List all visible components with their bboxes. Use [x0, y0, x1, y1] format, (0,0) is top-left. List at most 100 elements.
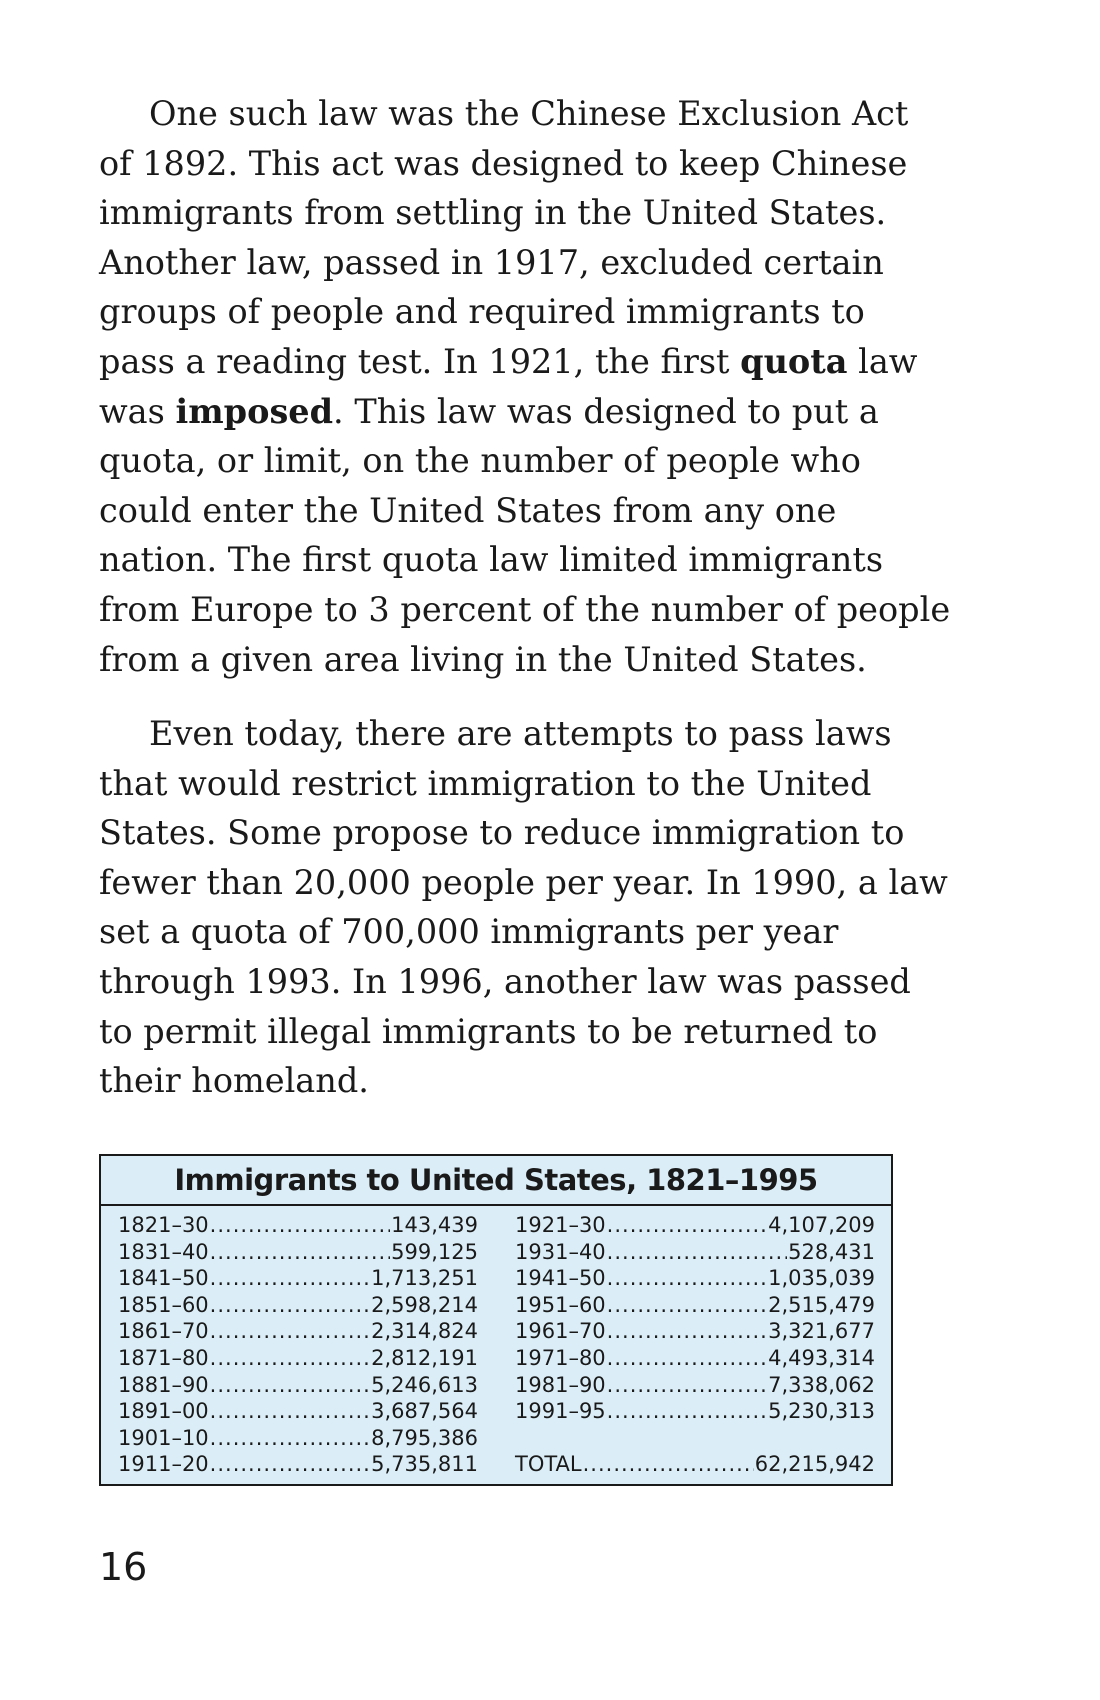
table-row: 1831–40 599,125: [118, 1239, 478, 1266]
table-title: Immigrants to United States, 1821–1995: [101, 1156, 891, 1206]
table-row: 1991–95 5,230,313: [515, 1398, 875, 1425]
row-value: 1,035,039: [768, 1266, 875, 1291]
table-row: 1961–70 3,321,677: [515, 1318, 875, 1345]
row-value: 5,230,313: [768, 1399, 875, 1424]
dot-leader: [210, 1212, 390, 1239]
table-row: 1881–90 5,246,613: [118, 1372, 478, 1399]
paragraph-1-text: One such law was the Chinese Exclusion A…: [99, 89, 951, 684]
text-segment: was: [99, 391, 176, 431]
table-body: 1821–30 143,439 1831–40 599,125 1841–50 1,7…: [101, 1206, 891, 1484]
text-line: nation. The first quota law limited immi…: [99, 540, 884, 580]
row-value: 8,795,386: [371, 1425, 478, 1450]
row-value: 2,515,479: [768, 1292, 875, 1317]
dot-leader: [210, 1239, 390, 1266]
dot-leader: [210, 1425, 370, 1452]
text-line: States. Some propose to reduce immigrati…: [99, 813, 905, 853]
row-value: 5,735,811: [371, 1452, 478, 1477]
row-period: 1921–30: [515, 1213, 606, 1237]
table-row: 1821–30 143,439: [118, 1212, 478, 1239]
table-row-empty: [515, 1425, 875, 1452]
text-line: groups of people and required immigrants…: [99, 292, 865, 332]
dot-leader: [607, 1345, 767, 1372]
table-row: 1941–50 1,035,039: [515, 1265, 875, 1292]
table-row: 1981–90 7,338,062: [515, 1372, 875, 1399]
dot-leader: [607, 1318, 767, 1345]
text-line: was imposed. This law was designed to pu…: [99, 387, 909, 437]
text-line: fewer than 20,000 people per year. In 19…: [99, 862, 948, 902]
row-value: 4,107,209: [768, 1213, 875, 1237]
table-row: 1971–80 4,493,314: [515, 1345, 875, 1372]
text-segment: pass a reading test. In 1921, the first: [99, 341, 741, 381]
table-row: 1851–60 2,598,214: [118, 1292, 478, 1319]
dot-leader: [607, 1265, 767, 1292]
text-line: Even today, there are attempts to pass l…: [149, 714, 892, 753]
row-value: 599,125: [391, 1239, 478, 1264]
dot-leader: [210, 1292, 370, 1319]
table-row: 1871–80 2,812,191: [118, 1345, 478, 1372]
row-value: 2,314,824: [371, 1319, 478, 1344]
row-period: 1951–60: [515, 1292, 606, 1317]
row-period: 1901–10: [118, 1425, 209, 1450]
row-value: 4,493,314: [768, 1345, 875, 1370]
row-value: 5,246,613: [371, 1372, 478, 1397]
total-label: TOTAL: [515, 1452, 582, 1477]
row-value: 3,321,677: [768, 1319, 875, 1344]
text-line: Another law, passed in 1917, excluded ce…: [99, 242, 884, 282]
text-line: from a given area living in the United S…: [99, 639, 867, 679]
dot-leader: [210, 1318, 370, 1345]
row-value: 143,439: [391, 1213, 478, 1237]
paragraph-2-text: Even today, there are attempts to pass l…: [99, 709, 948, 1106]
table-row: 1921–30 4,107,209: [515, 1212, 875, 1239]
dot-leader: [607, 1239, 787, 1266]
total-value: 62,215,942: [754, 1452, 875, 1477]
table-row: 1841–50 1,713,251: [118, 1265, 478, 1292]
row-period: 1881–90: [118, 1372, 209, 1397]
row-value: 2,598,214: [371, 1292, 478, 1317]
text-segment: law: [847, 341, 918, 381]
row-period: 1941–50: [515, 1266, 606, 1291]
row-period: 1991–95: [515, 1399, 606, 1424]
table-row: 1951–60 2,515,479: [515, 1292, 875, 1319]
text-line: to permit illegal immigrants to be retur…: [99, 1011, 878, 1051]
row-value: 1,713,251: [371, 1266, 478, 1291]
page-number: 16: [99, 1545, 148, 1589]
row-period: 1971–80: [515, 1345, 606, 1370]
table-row: 1901–10 8,795,386: [118, 1425, 478, 1452]
text-line: of 1892. This act was designed to keep C…: [99, 143, 908, 183]
row-period: 1891–00: [118, 1399, 209, 1424]
dot-leader: [607, 1212, 767, 1239]
table-row: 1911–20 5,735,811: [118, 1451, 478, 1478]
table-row: 1891–00 3,687,564: [118, 1398, 478, 1425]
row-value: 7,338,062: [768, 1372, 875, 1397]
row-value: 528,431: [788, 1239, 875, 1264]
dot-leader: [583, 1451, 754, 1478]
bold-term-quota: quota: [740, 341, 848, 381]
paragraph-2: Even today, there are attempts to pass l…: [99, 709, 948, 1106]
table-row-total: TOTAL 62,215,942: [515, 1451, 875, 1478]
table-row: 1931–40 528,431: [515, 1239, 875, 1266]
immigration-table: Immigrants to United States, 1821–1995 1…: [99, 1154, 893, 1486]
text-line: their homeland.: [99, 1061, 369, 1101]
table-column-right: 1921–304,107,209 1931–40528,431 1941–501…: [515, 1212, 875, 1478]
dot-leader: [210, 1451, 370, 1478]
row-period: 1911–20: [118, 1452, 209, 1477]
row-period: 1931–40: [515, 1239, 606, 1264]
text-line: through 1993. In 1996, another law was p…: [99, 961, 911, 1001]
dot-leader: [210, 1345, 370, 1372]
dot-leader: [607, 1372, 767, 1399]
text-line: pass a reading test. In 1921, the first …: [99, 337, 917, 387]
text-line: quota, or limit, on the number of people…: [99, 441, 861, 481]
dot-leader: [607, 1398, 767, 1425]
dot-leader: [607, 1292, 767, 1319]
row-period: 1861–70: [118, 1319, 209, 1344]
row-period: 1871–80: [118, 1345, 209, 1370]
text-segment: . This law was designed to put a: [333, 391, 879, 431]
row-value: 3,687,564: [371, 1399, 478, 1424]
text-line: from Europe to 3 percent of the number o…: [99, 589, 951, 629]
row-period: 1961–70: [515, 1319, 606, 1344]
text-line: set a quota of 700,000 immigrants per ye…: [99, 912, 839, 952]
row-value: 2,812,191: [371, 1345, 478, 1370]
table-row: 1861–70 2,314,824: [118, 1318, 478, 1345]
text-line: immigrants from settling in the United S…: [99, 193, 887, 233]
